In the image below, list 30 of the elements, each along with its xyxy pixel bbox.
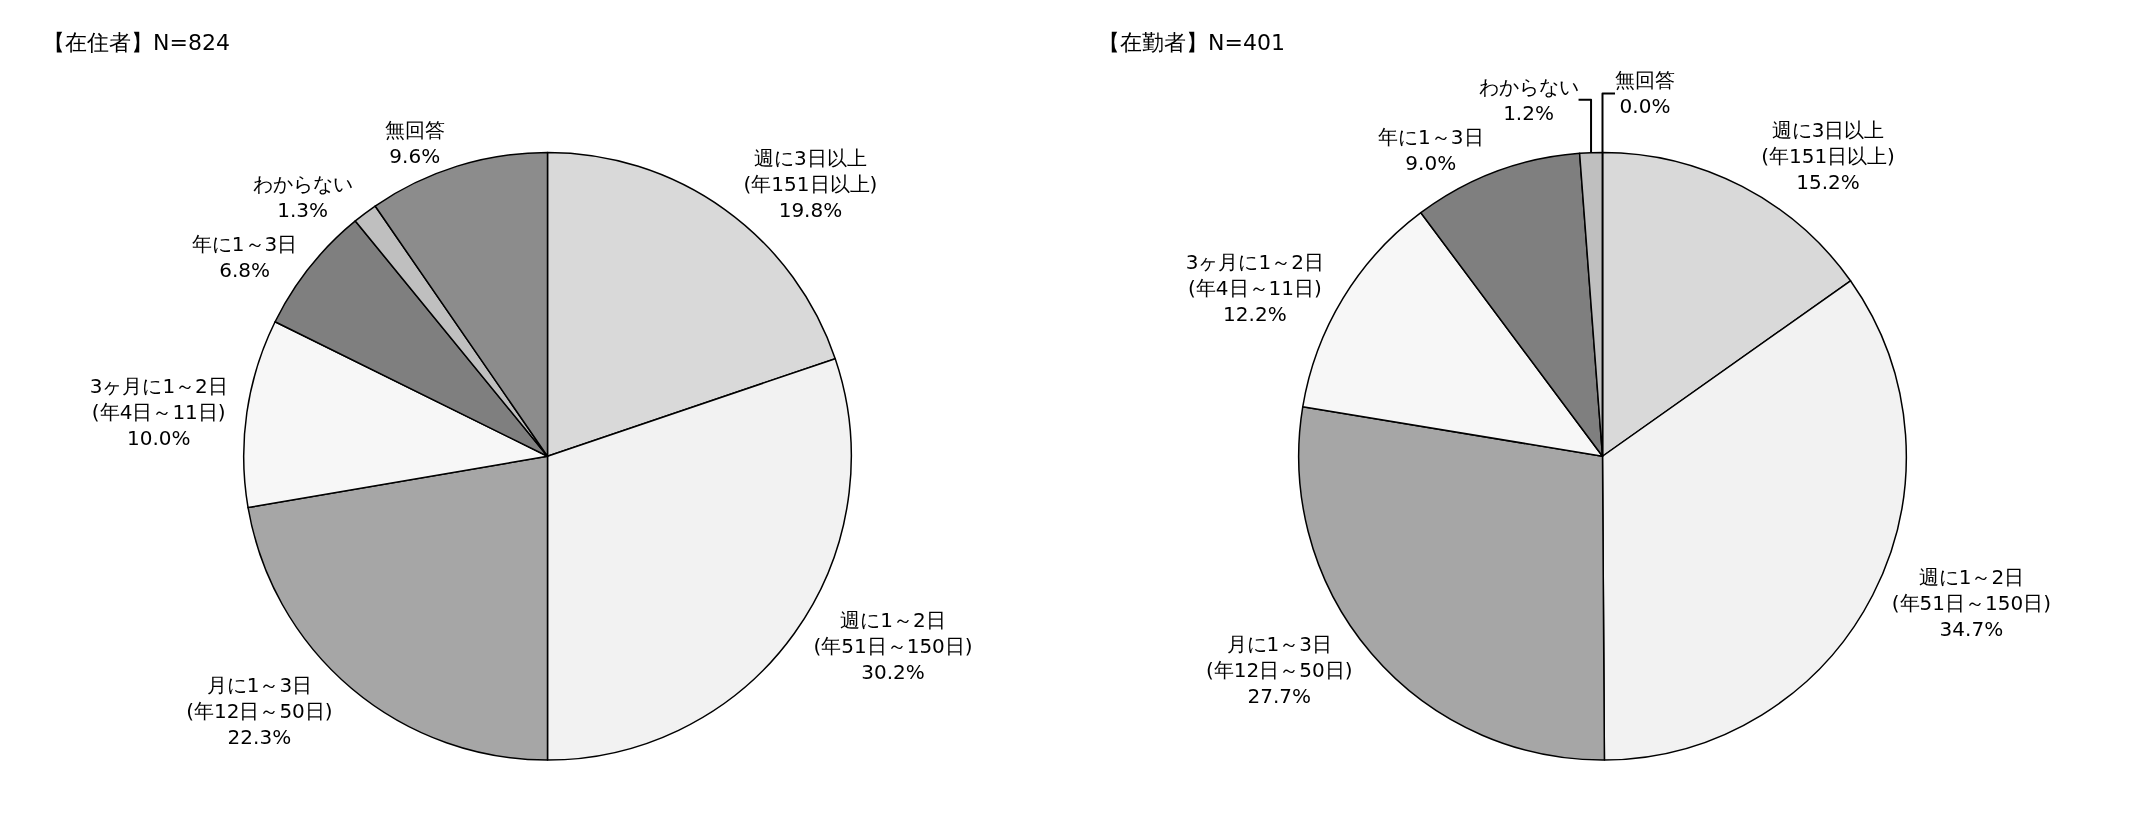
slice-label: 週に3日以上 (年151日以上): [1761, 118, 1895, 169]
slice-label: 週に1～2日 (年51日～150日): [1891, 564, 2051, 615]
data-label: 1.3%: [277, 198, 328, 223]
data-label: 9.6%: [389, 144, 441, 169]
data-label: 22.3%: [227, 724, 292, 749]
chart-title: 【在住者】N=824: [43, 30, 230, 55]
data-label: 30.2%: [861, 660, 925, 685]
data-label: 12.2%: [1223, 302, 1287, 327]
data-label: 15.2%: [1796, 170, 1860, 195]
slice-label: 年に1～3日: [191, 232, 298, 257]
slice-label: わからない: [252, 172, 353, 197]
slice-label: 3ヶ月に1～2日 (年4日～11日): [1185, 250, 1324, 301]
data-label: 1.2%: [1503, 100, 1554, 125]
data-label: 27.7%: [1247, 683, 1311, 708]
slice-label: 無回答: [384, 118, 445, 143]
text: 0.0%: [1619, 94, 1671, 119]
slice-label: 週に3日以上 (年151日以上): [743, 146, 878, 197]
chart-title: 【在勤者】N=401: [1098, 30, 1285, 55]
data-label: 6.8%: [219, 258, 270, 283]
slice-label: 月に1～3日 (年12日～50日): [186, 672, 333, 723]
slice-label: わからない: [1478, 74, 1579, 99]
slice-label: 年に1～3日: [1378, 124, 1484, 149]
slice-label: 月に1～3日 (年12日～50日): [1205, 631, 1353, 682]
data-label: 10.0%: [126, 425, 191, 450]
data-label: 34.7%: [1939, 616, 2004, 641]
category-label: 無回答: [1615, 68, 1675, 93]
data-label: 19.8%: [778, 198, 843, 223]
slice-label: 3ヶ月に1～2日 (年4日～11日): [89, 373, 228, 424]
slice-label: 週に1～2日 (年51日～150日): [813, 608, 973, 659]
data-label: 9.0%: [1405, 150, 1457, 175]
